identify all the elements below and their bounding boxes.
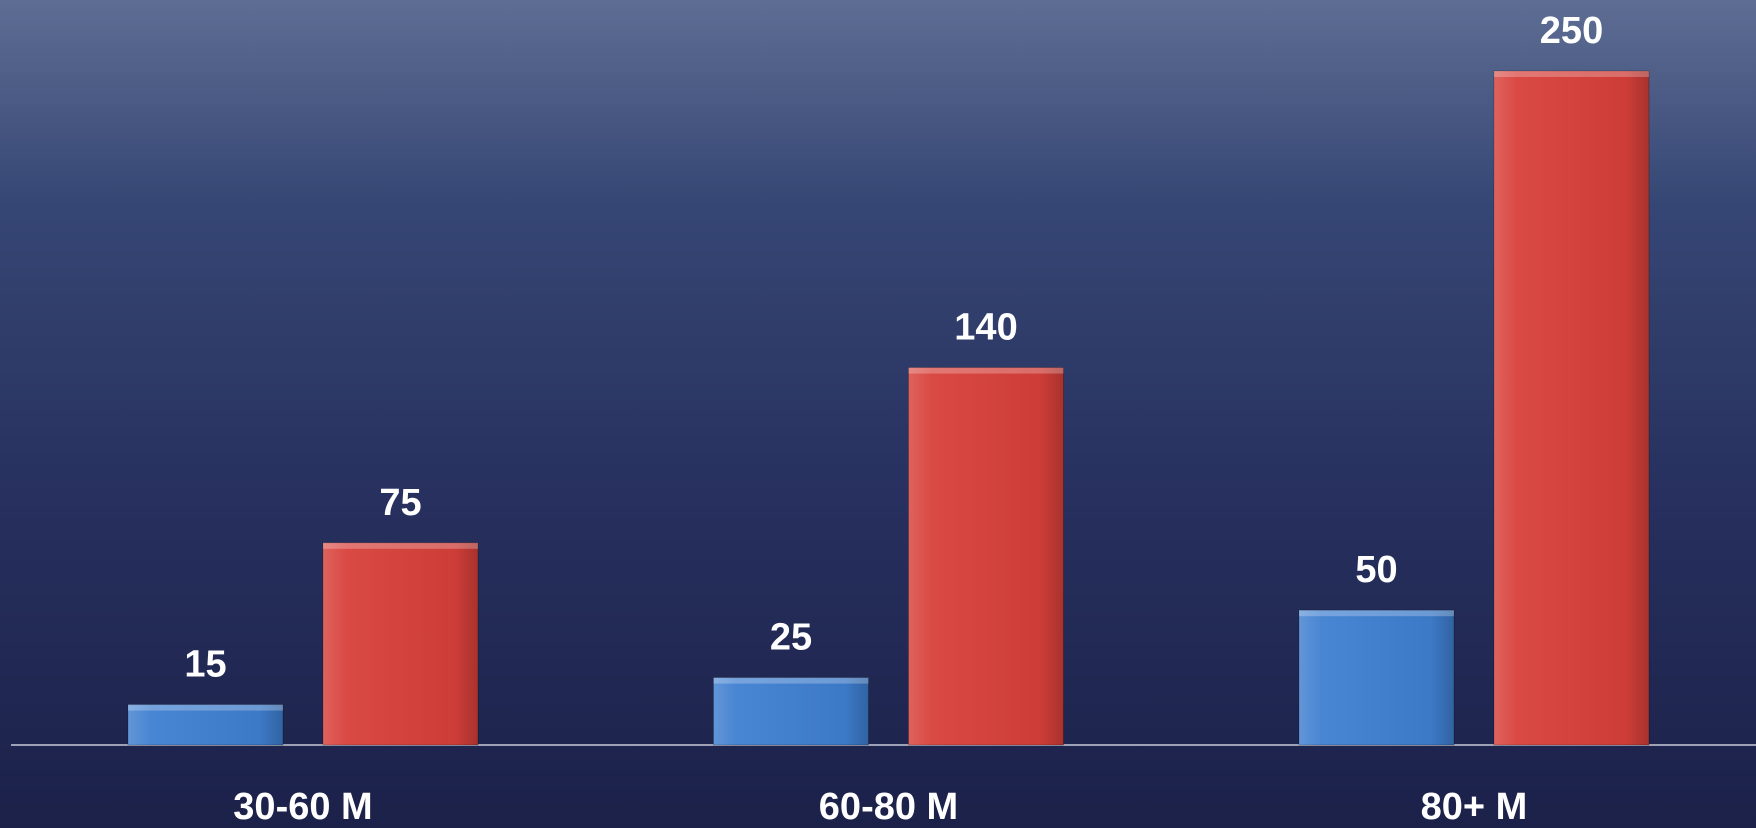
bar-shade <box>1494 71 1649 745</box>
value-label: 140 <box>954 307 1017 349</box>
bar-top <box>323 542 478 549</box>
value-label: 25 <box>770 617 812 659</box>
bar-shade <box>908 367 1064 745</box>
x-tick-label: 30-60 M <box>233 786 372 828</box>
value-label: 50 <box>1355 549 1397 591</box>
bar-top <box>908 367 1064 374</box>
value-label: 15 <box>184 644 226 686</box>
bar-top <box>128 704 283 711</box>
value-label: 250 <box>1540 10 1603 52</box>
bar-shade <box>323 542 478 745</box>
bar-shade <box>1299 610 1454 745</box>
x-tick-label: 80+ M <box>1421 786 1528 828</box>
value-label: 75 <box>379 482 421 524</box>
bar-shade <box>713 677 869 745</box>
x-tick-label: 60-80 M <box>819 786 958 828</box>
bar-shade <box>128 704 283 745</box>
bar-top <box>1494 71 1649 77</box>
bar-top <box>713 677 869 684</box>
bar-top <box>1299 610 1454 617</box>
